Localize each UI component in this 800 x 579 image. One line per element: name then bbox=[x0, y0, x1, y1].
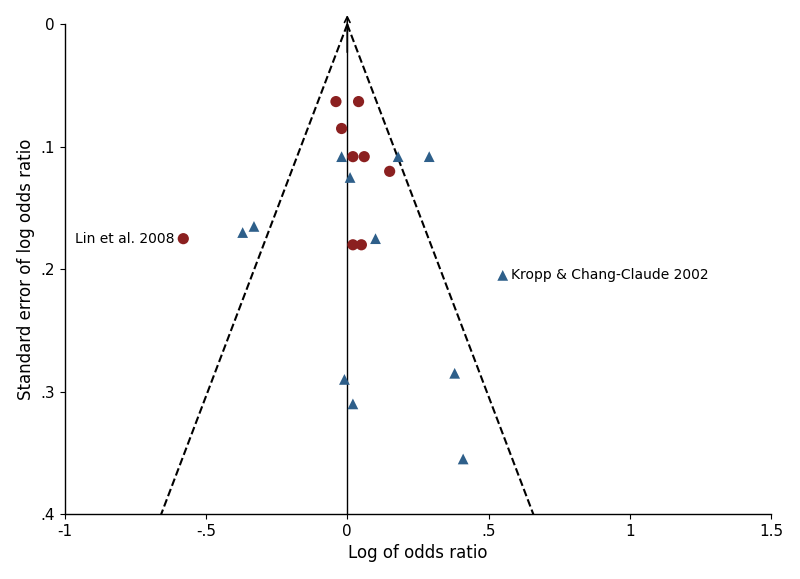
Text: Kropp & Chang-Claude 2002: Kropp & Chang-Claude 2002 bbox=[511, 269, 709, 283]
Point bbox=[346, 240, 359, 250]
Point bbox=[335, 152, 348, 162]
Point bbox=[330, 97, 342, 106]
Point bbox=[346, 400, 359, 409]
Point bbox=[346, 152, 359, 162]
Point bbox=[383, 167, 396, 176]
Point bbox=[247, 222, 260, 231]
Point bbox=[392, 152, 405, 162]
Point bbox=[496, 271, 509, 280]
Point bbox=[448, 369, 461, 378]
Point bbox=[344, 173, 357, 182]
Point bbox=[355, 240, 368, 250]
Point bbox=[335, 124, 348, 133]
Point bbox=[358, 152, 370, 162]
Text: Lin et al. 2008: Lin et al. 2008 bbox=[75, 232, 175, 245]
Point bbox=[369, 234, 382, 243]
Y-axis label: Standard error of log odds ratio: Standard error of log odds ratio bbox=[17, 138, 34, 400]
Point bbox=[457, 455, 470, 464]
Point bbox=[236, 228, 249, 237]
Point bbox=[352, 97, 365, 106]
Point bbox=[338, 375, 351, 384]
X-axis label: Log of odds ratio: Log of odds ratio bbox=[348, 544, 488, 562]
Point bbox=[423, 152, 436, 162]
Point bbox=[177, 234, 190, 243]
